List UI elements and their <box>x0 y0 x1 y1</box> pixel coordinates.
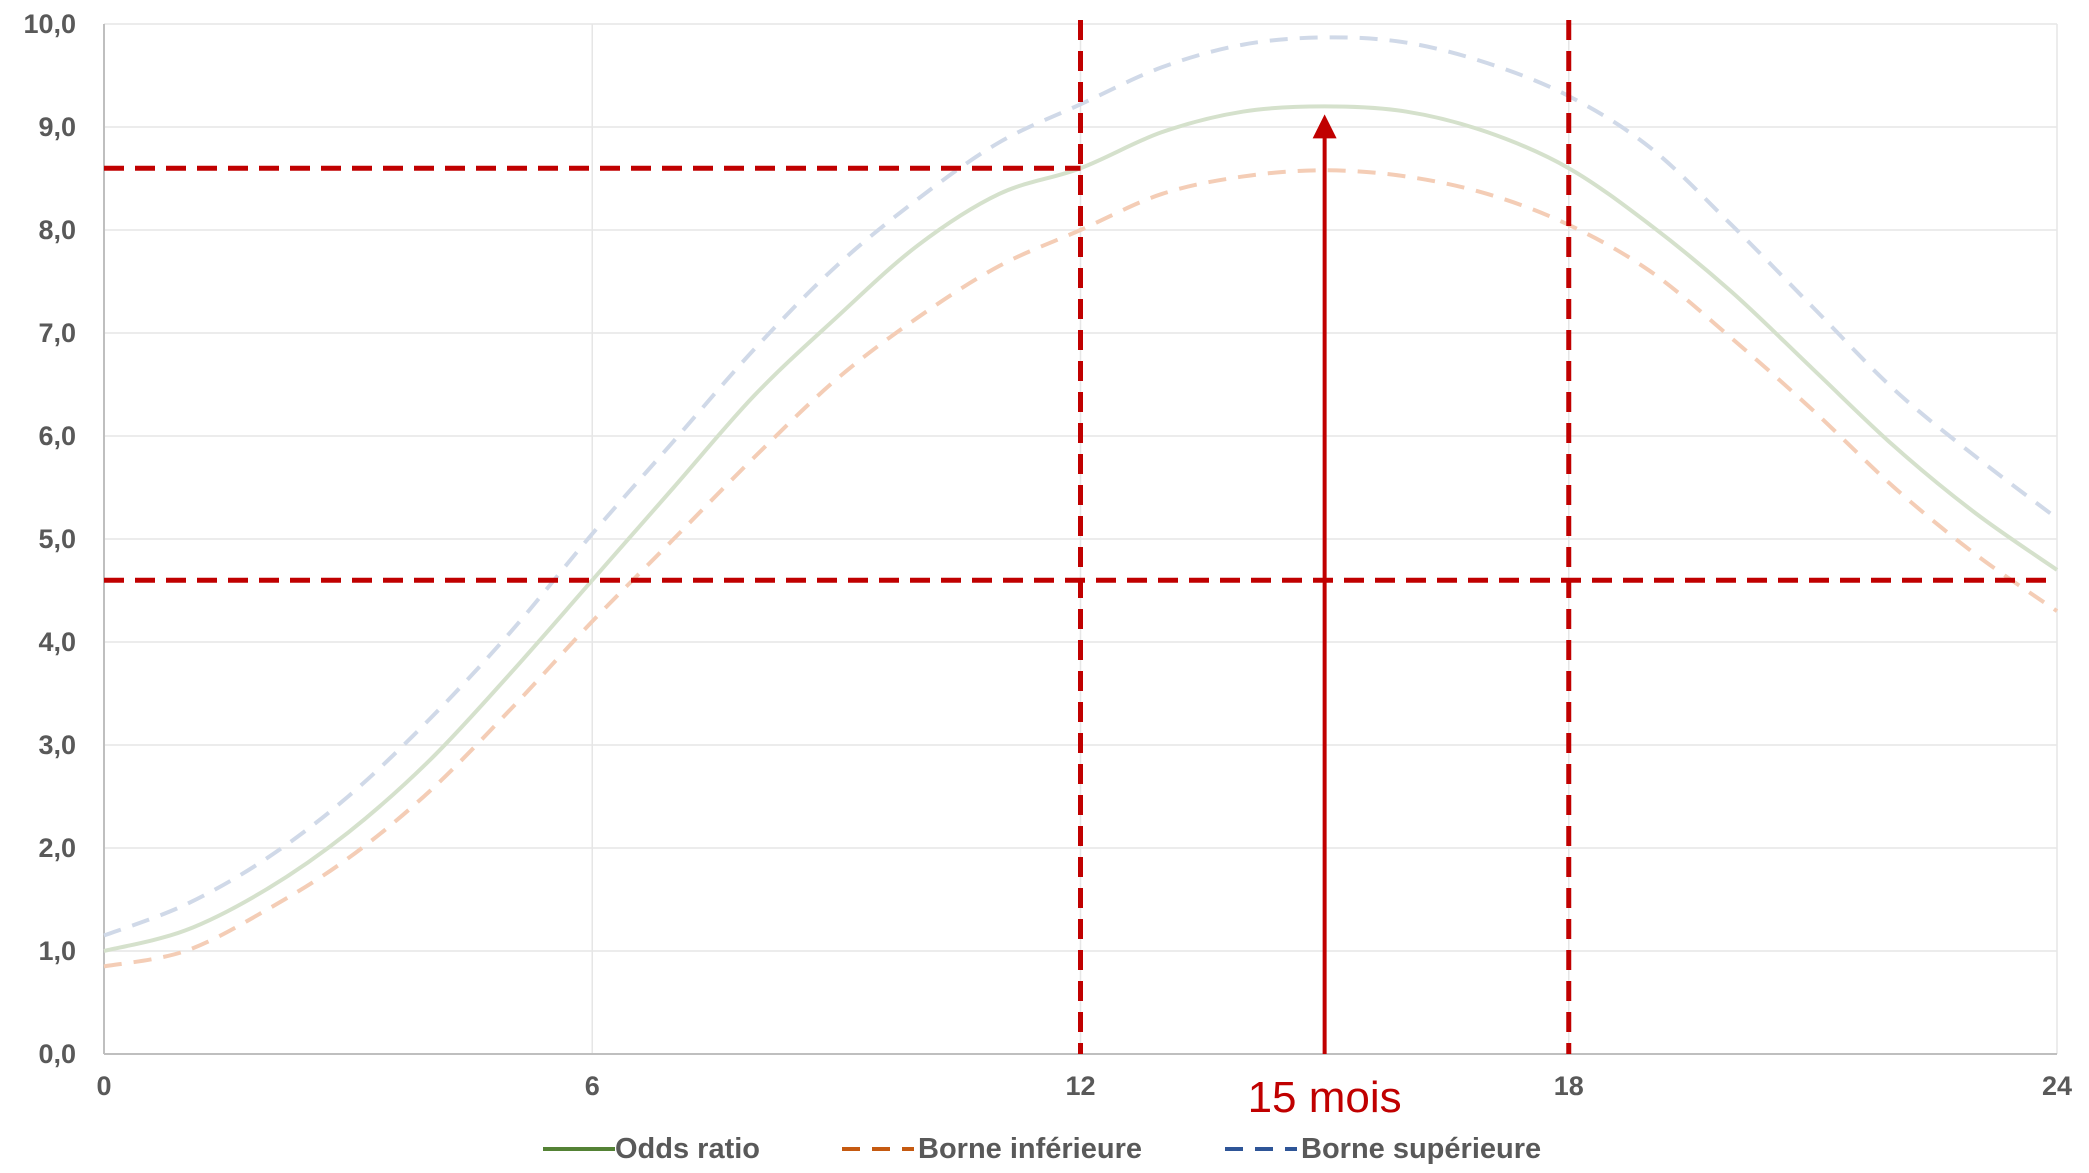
x-tick-label: 18 <box>1554 1071 1584 1101</box>
y-tick-label: 1,0 <box>38 936 76 966</box>
y-tick-label: 6,0 <box>38 421 76 451</box>
series-line-odds-ratio <box>103 104 2059 953</box>
legend-label: Borne supérieure <box>1301 1133 1541 1165</box>
x-tick-label: 6 <box>585 1071 600 1101</box>
y-tick-label: 7,0 <box>38 318 76 348</box>
tick-labels: 0,0 1,0 2,0 3,0 4,0 5,0 6,0 7,0 8,0 9,0 10,0 0 6 12 18… <box>23 9 2072 1101</box>
y-tick-label: 8,0 <box>38 215 76 245</box>
y-tick-label: 10,0 <box>23 9 76 39</box>
x-tick-label: 0 <box>96 1071 111 1101</box>
legend-label: Borne inférieure <box>918 1133 1142 1165</box>
y-tick-label: 9,0 <box>38 112 76 142</box>
series-line-borne-sup-rieure <box>103 35 2059 938</box>
x-tick-label: 12 <box>1065 1071 1095 1101</box>
y-tick-label: 3,0 <box>38 730 76 760</box>
y-tick-label: 5,0 <box>38 524 76 554</box>
legend-label: Odds ratio <box>615 1133 760 1165</box>
annotation: 15 mois <box>1248 114 1402 1122</box>
y-tick-label: 0,0 <box>38 1039 76 1069</box>
y-tick-label: 4,0 <box>38 627 76 657</box>
reference-lines <box>104 20 2057 1054</box>
y-tick-label: 2,0 <box>38 833 76 863</box>
series-line-borne-inf-rieure <box>103 168 2059 969</box>
legend: Odds ratio Borne inférieure Borne supérieu… <box>543 1133 1541 1165</box>
series-layer <box>103 35 2059 969</box>
annotation-label: 15 mois <box>1248 1073 1402 1122</box>
x-tick-label: 24 <box>2042 1071 2072 1101</box>
